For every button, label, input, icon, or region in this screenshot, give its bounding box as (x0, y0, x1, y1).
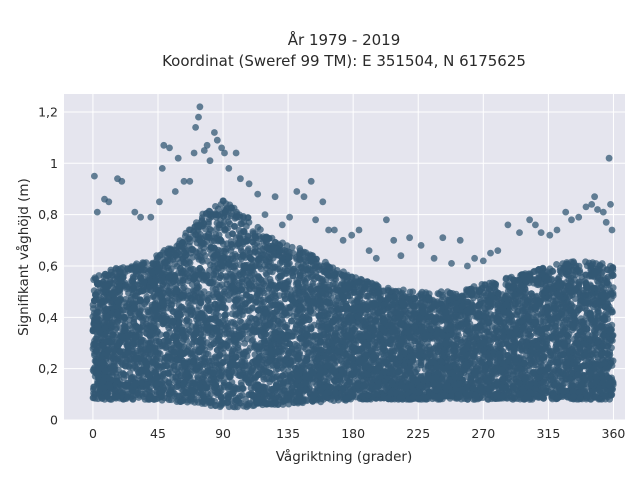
data-point (502, 281, 510, 288)
data-point (227, 212, 235, 220)
data-point (582, 258, 589, 266)
data-point (123, 283, 130, 291)
data-point (238, 220, 246, 228)
data-point (238, 357, 246, 365)
data-point (204, 257, 212, 265)
data-point (409, 288, 417, 296)
data-point (261, 261, 269, 269)
data-points (89, 103, 617, 411)
data-point (248, 304, 256, 312)
